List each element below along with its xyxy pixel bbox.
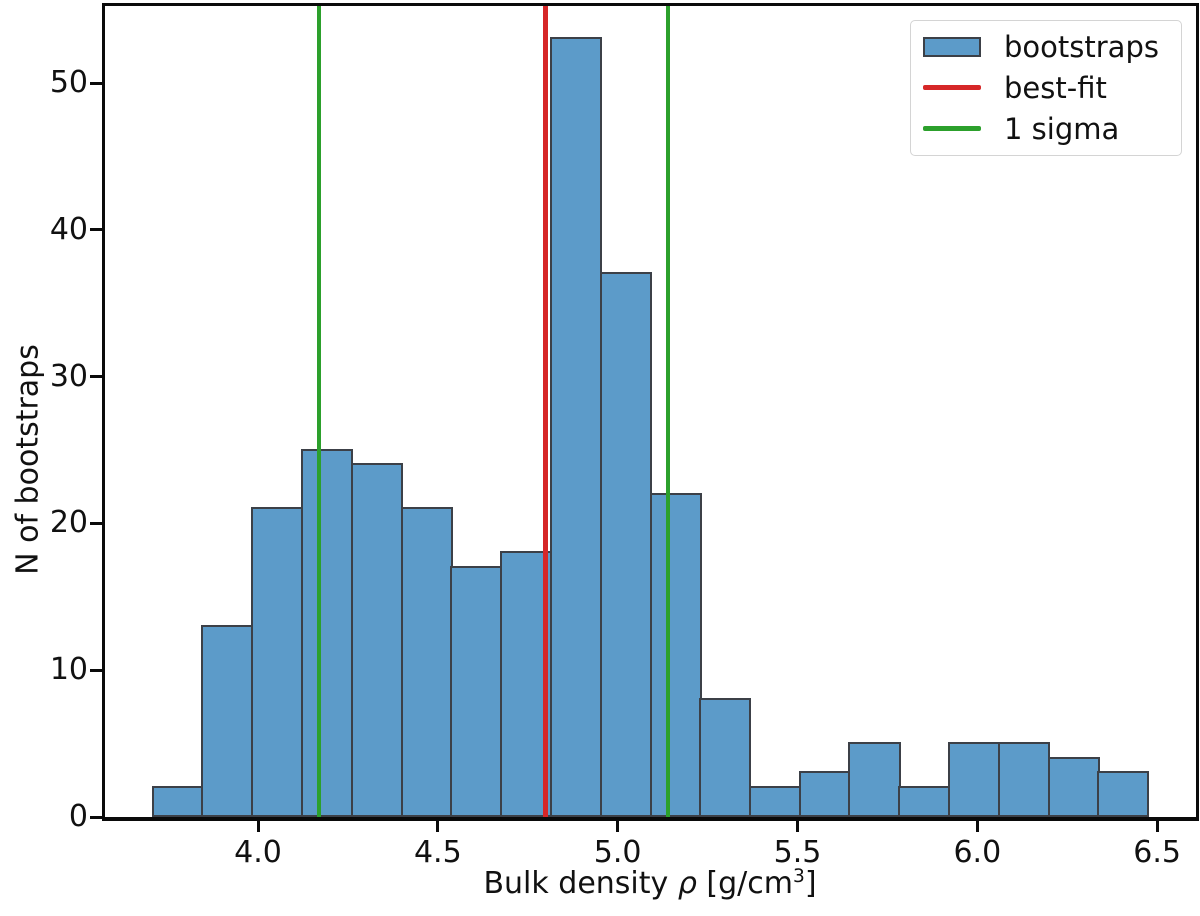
y-tick [90,815,103,819]
y-tick-label: 30 [49,358,88,394]
y-tick [90,521,103,525]
legend-line-swatch [923,85,981,91]
y-tick [90,668,103,672]
x-axis-label-unit: [g/cm [696,866,793,901]
rho-symbol: ρ [677,866,697,901]
histogram-bar [1097,771,1150,817]
legend-label: 1 sigma [1004,111,1120,146]
histogram-bar [1047,756,1100,817]
histogram-bar [400,507,453,817]
y-tick-label: 40 [49,211,88,247]
x-tick [616,820,620,832]
legend-item-best-fit: best-fit [923,71,1181,105]
x-axis-label-prefix: Bulk density [483,866,678,901]
y-axis-label: N of bootstraps [10,344,46,575]
histogram-bar [599,272,652,817]
histogram-bar [948,742,1001,817]
histogram-bar [251,507,304,817]
y-tick-label: 10 [49,652,88,688]
y-tick [90,81,103,85]
legend: bootstraps best-fit 1 sigma [910,20,1182,156]
legend-label: bootstraps [1004,30,1159,65]
histogram-bar [848,742,901,817]
histogram-bar [997,742,1051,817]
legend-item-bootstraps: bootstraps [923,30,1181,64]
legend-line-swatch [923,126,981,132]
y-tick-label: 50 [49,65,88,100]
legend-label: best-fit [1004,70,1107,105]
1-sigma-lower-line [316,3,322,817]
1-sigma-upper-line [665,3,671,817]
legend-item-1-sigma: 1 sigma [923,112,1181,146]
x-tick-label: 4.5 [413,835,462,870]
x-axis-spine [102,817,1199,821]
x-tick [436,820,440,832]
histogram-bar [151,786,204,817]
y-tick-label: 0 [68,799,88,834]
top-spine [102,3,1199,6]
x-tick-label: 6.0 [953,835,1002,870]
histogram-bar [649,492,702,817]
y-tick [90,228,103,232]
best-fit-line [543,3,549,817]
x-tick-label: 4.0 [234,835,282,870]
x-axis-label: Bulk density ρ [g/cm3] [350,866,950,901]
histogram-bar [301,448,354,817]
histogram-bar [450,565,503,817]
x-tick-label: 5.5 [773,835,822,870]
x-tick [795,820,799,832]
x-tick [256,820,260,832]
y-axis-spine [102,3,105,820]
x-tick-label: 6.5 [1133,835,1182,870]
histogram-bar [350,463,404,817]
legend-patch-swatch [923,37,981,58]
x-axis-label-suffix: ] [804,866,817,901]
histogram-bar [549,37,602,817]
plot-area [103,3,1196,817]
histogram-bar [201,624,254,817]
x-tick-label: 5.0 [593,835,642,870]
histogram-bar [798,771,851,817]
y-tick-label: 20 [49,505,88,541]
x-tick [975,820,979,832]
histogram-bar [748,786,802,817]
x-axis-label-superscript: 3 [792,866,805,887]
right-spine [1196,3,1199,820]
x-tick [1155,820,1159,832]
histogram-bar [898,786,951,817]
histogram-bar [699,698,752,817]
y-tick [90,375,103,379]
